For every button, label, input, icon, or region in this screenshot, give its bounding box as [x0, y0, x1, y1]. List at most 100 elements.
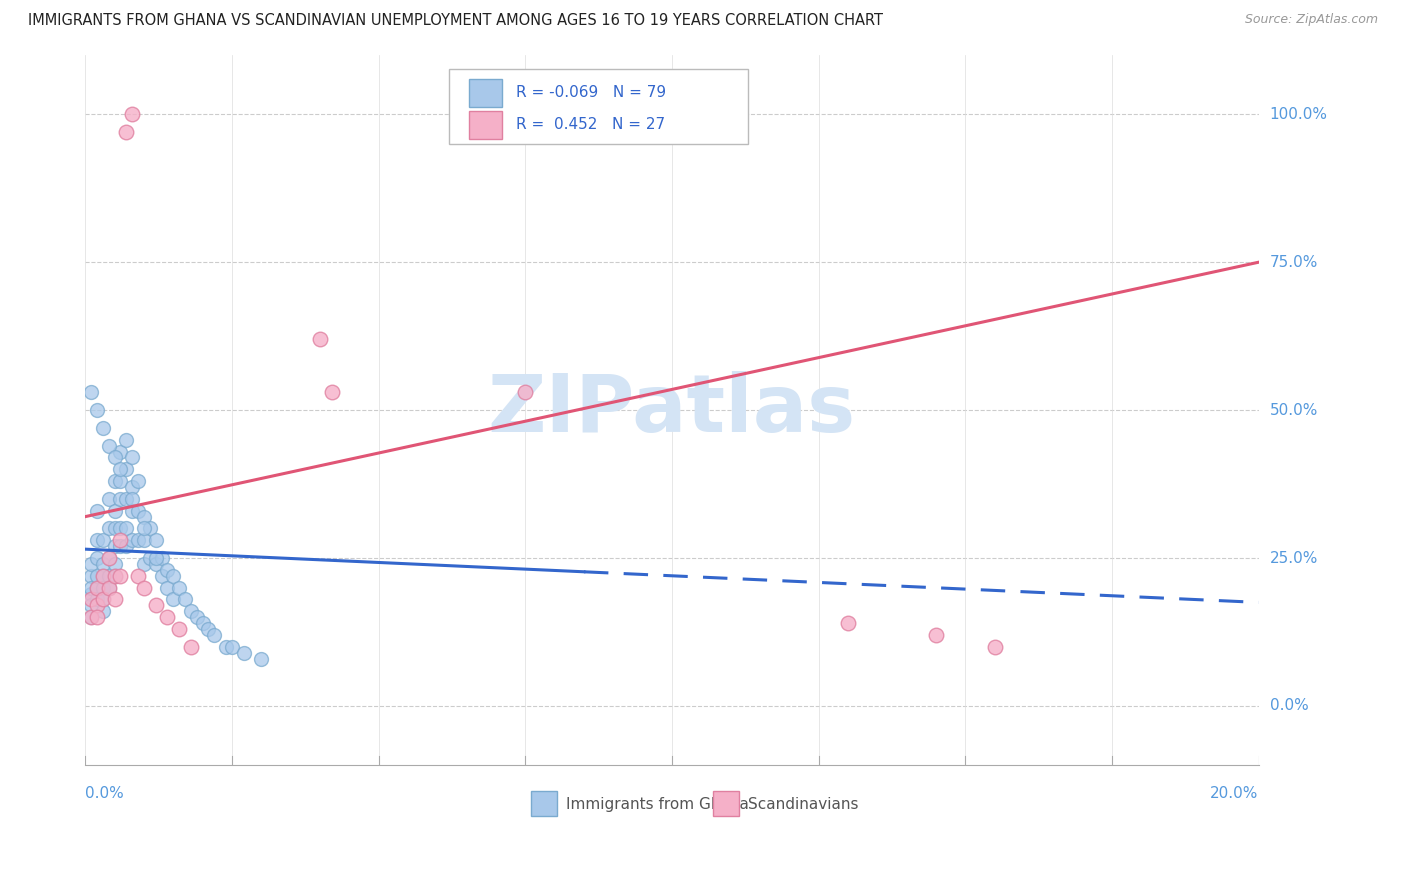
Point — [91, 568, 114, 582]
Point — [110, 444, 132, 458]
Point — [115, 491, 138, 506]
Point — [115, 539, 138, 553]
Point — [156, 581, 179, 595]
Point — [156, 563, 179, 577]
Point — [104, 450, 127, 465]
Point — [91, 568, 114, 582]
Point — [121, 107, 143, 121]
Point — [309, 332, 332, 346]
Text: Source: ZipAtlas.com: Source: ZipAtlas.com — [1244, 13, 1378, 27]
Point — [104, 557, 127, 571]
Point — [97, 491, 120, 506]
Point — [121, 480, 143, 494]
Point — [97, 551, 120, 566]
Point — [80, 592, 103, 607]
Point — [91, 581, 114, 595]
Point — [121, 533, 143, 548]
Point — [80, 385, 103, 400]
Point — [191, 616, 214, 631]
Point — [150, 568, 173, 582]
Point — [127, 504, 149, 518]
Text: Scandinavians: Scandinavians — [748, 797, 859, 812]
Point — [115, 125, 138, 139]
FancyBboxPatch shape — [470, 78, 502, 107]
Point — [110, 491, 132, 506]
Point — [132, 521, 155, 535]
Point — [91, 604, 114, 618]
Point — [104, 521, 127, 535]
Point — [86, 551, 108, 566]
Point — [197, 622, 219, 636]
Text: 0.0%: 0.0% — [1270, 698, 1309, 714]
Point — [86, 610, 108, 624]
Point — [97, 551, 120, 566]
Point — [127, 474, 149, 488]
Point — [104, 474, 127, 488]
Point — [150, 551, 173, 566]
Point — [186, 610, 208, 624]
Point — [86, 533, 108, 548]
Point — [104, 539, 127, 553]
Point — [97, 581, 120, 595]
Point — [91, 592, 114, 607]
Point — [232, 646, 254, 660]
Point — [215, 640, 238, 654]
Point — [115, 433, 138, 447]
Point — [174, 592, 197, 607]
Point — [127, 533, 149, 548]
Point — [110, 533, 132, 548]
Point — [145, 557, 167, 571]
Point — [132, 509, 155, 524]
Point — [104, 592, 127, 607]
Point — [86, 599, 108, 613]
Point — [110, 462, 132, 476]
Point — [132, 557, 155, 571]
Text: Immigrants from Ghana: Immigrants from Ghana — [567, 797, 749, 812]
Text: 20.0%: 20.0% — [1211, 786, 1258, 801]
Point — [80, 568, 103, 582]
Point — [121, 491, 143, 506]
Point — [91, 533, 114, 548]
Point — [86, 592, 108, 607]
Point — [250, 651, 273, 665]
Point — [180, 640, 202, 654]
Point — [145, 533, 167, 548]
Text: R =  0.452   N = 27: R = 0.452 N = 27 — [516, 117, 665, 132]
Point — [837, 616, 859, 631]
FancyBboxPatch shape — [713, 791, 738, 816]
Point — [97, 521, 120, 535]
Point — [115, 521, 138, 535]
Point — [145, 551, 167, 566]
Point — [180, 604, 202, 618]
Point — [104, 568, 127, 582]
Point — [80, 610, 103, 624]
Point — [91, 592, 114, 607]
Point — [139, 521, 162, 535]
Point — [162, 592, 184, 607]
Point — [104, 568, 127, 582]
Point — [115, 462, 138, 476]
Point — [156, 610, 179, 624]
Point — [127, 568, 149, 582]
FancyBboxPatch shape — [449, 70, 748, 144]
Text: 50.0%: 50.0% — [1270, 402, 1317, 417]
Point — [167, 622, 190, 636]
Point — [86, 504, 108, 518]
Point — [91, 421, 114, 435]
Point — [167, 581, 190, 595]
Text: IMMIGRANTS FROM GHANA VS SCANDINAVIAN UNEMPLOYMENT AMONG AGES 16 TO 19 YEARS COR: IMMIGRANTS FROM GHANA VS SCANDINAVIAN UN… — [28, 13, 883, 29]
Point — [86, 403, 108, 417]
Point — [97, 568, 120, 582]
Text: 0.0%: 0.0% — [86, 786, 124, 801]
Point — [321, 385, 343, 400]
Point — [110, 521, 132, 535]
Point — [121, 450, 143, 465]
Point — [80, 581, 103, 595]
Point — [104, 504, 127, 518]
Point — [221, 640, 243, 654]
Point — [86, 581, 108, 595]
Point — [132, 533, 155, 548]
Point — [86, 568, 108, 582]
Point — [121, 504, 143, 518]
Point — [145, 599, 167, 613]
